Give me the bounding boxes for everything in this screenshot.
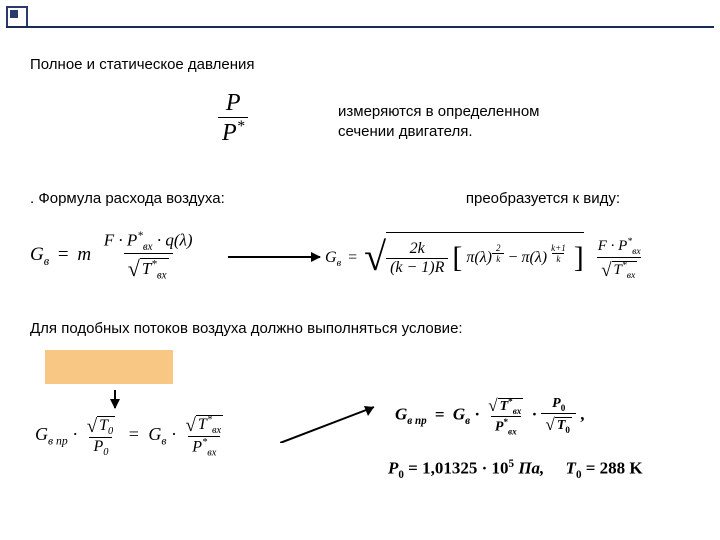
ratio-den: P* — [218, 117, 248, 147]
ratio-num: P — [222, 90, 245, 117]
slide-bullet-icon — [6, 6, 28, 28]
arrow-down-icon — [114, 390, 116, 408]
highlight-box — [45, 350, 173, 384]
similarity-formula: Gв пр · √T0 P0 = Gв · √T*вх P*вх — [35, 413, 227, 471]
formula2-label: преобразуется к виду: — [466, 190, 690, 207]
description: измеряются в определенном сечении двигат… — [338, 102, 540, 143]
arrow-diag-icon — [280, 403, 382, 443]
airflow-formula: Gв = m F · P*вх · q(λ) √T*вх — [30, 230, 197, 285]
arrow-icon — [228, 256, 320, 258]
transformed-formula: Gв = √ 2k (k − 1)R [ π(λ)2k − π(λ)k+1k ]… — [325, 225, 645, 287]
formula1-label: . Формула расхода воздуха: — [30, 190, 225, 207]
condition-text: Для подобных потоков воздуха должно выпо… — [30, 320, 463, 337]
pressure-ratio-formula: P P* — [218, 90, 248, 147]
reduced-flow-formula: Gв пр = Gв · √T*вх P*вх · P0 √T0 , — [395, 395, 584, 445]
desc-line1: измеряются в определенном — [338, 103, 540, 120]
divider — [6, 26, 714, 28]
heading: Полное и статическое давления — [30, 56, 255, 73]
desc-line2: сечении двигателя. — [338, 123, 473, 140]
constants-formula: P0 = 1,01325 · 105 Па, T0 = 288 K — [388, 458, 643, 482]
